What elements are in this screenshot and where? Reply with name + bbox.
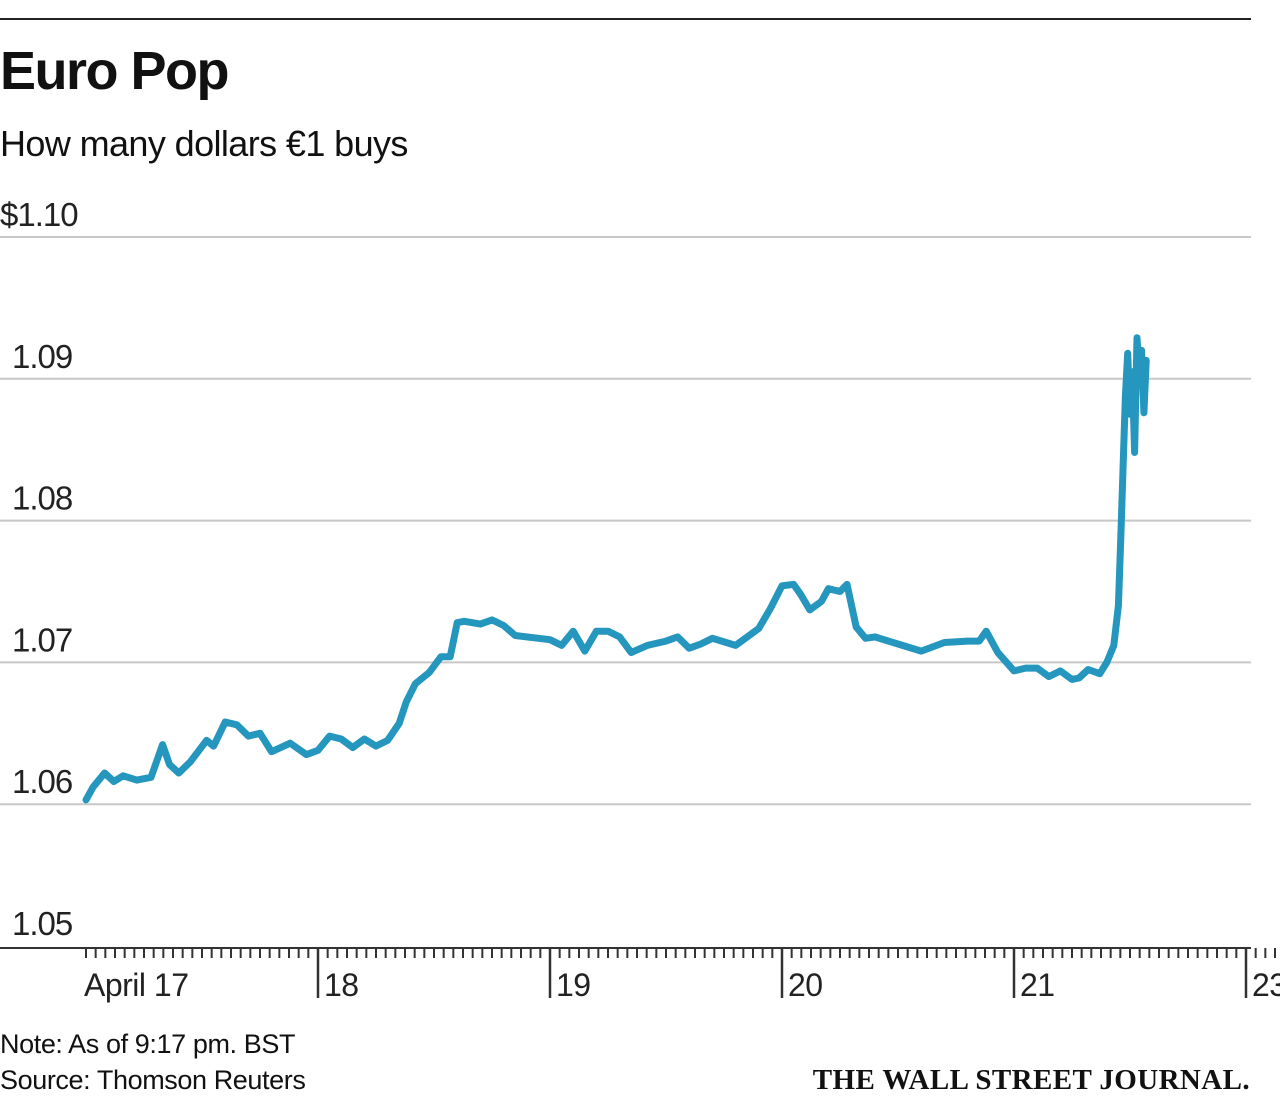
x-axis: April 17 18 19 20 21 23 bbox=[0, 947, 1280, 1003]
top-rule bbox=[0, 18, 1251, 20]
gridlines bbox=[0, 236, 1251, 806]
chart-note: Note: As of 9:17 pm. BST bbox=[0, 1029, 296, 1059]
y-tick-label: 1.05 bbox=[12, 905, 72, 942]
publisher-logo: THE WALL STREET JOURNAL. bbox=[812, 1064, 1250, 1096]
y-tick-label: $1.10 bbox=[0, 196, 78, 233]
series-line bbox=[82, 334, 1150, 804]
x-tick-label: 19 bbox=[556, 967, 591, 1003]
x-tick-label: 20 bbox=[788, 967, 823, 1003]
x-tick-label: April 17 bbox=[84, 967, 189, 1003]
y-tick-label: 1.06 bbox=[12, 763, 72, 800]
chart-subtitle: How many dollars €1 buys bbox=[0, 123, 408, 164]
x-tick-label: 21 bbox=[1020, 967, 1055, 1003]
y-tick-label: 1.07 bbox=[12, 621, 72, 658]
chart-title: Euro Pop bbox=[0, 41, 230, 101]
y-axis-labels: 1.05 1.06 1.07 1.08 1.09 $1.10 bbox=[0, 196, 79, 942]
series bbox=[82, 334, 1150, 804]
y-tick-label: 1.09 bbox=[12, 338, 72, 375]
y-tick-label: 1.08 bbox=[12, 480, 72, 517]
x-tick-label: 23 bbox=[1252, 967, 1280, 1003]
chart-source: Source: Thomson Reuters bbox=[0, 1065, 306, 1095]
x-tick-label: 18 bbox=[324, 967, 359, 1003]
